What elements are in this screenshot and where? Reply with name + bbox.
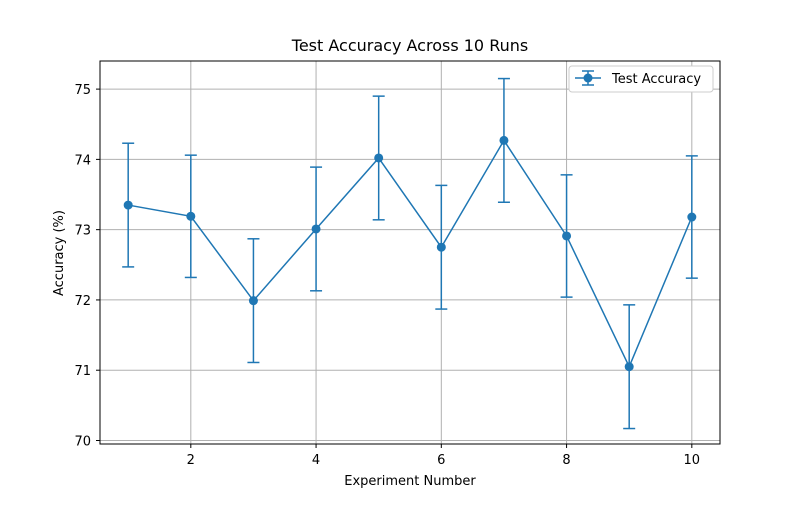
- data-point: [499, 135, 509, 145]
- y-tick-label: 74: [74, 153, 91, 168]
- series-line: [128, 138, 693, 369]
- y-axis-label: Accuracy (%): [52, 210, 67, 296]
- y-tick-label: 70: [74, 434, 91, 449]
- data-point: [624, 362, 634, 372]
- legend-marker: [583, 73, 593, 83]
- chart-title: Test Accuracy Across 10 Runs: [291, 36, 528, 55]
- data-point: [687, 212, 697, 222]
- data-point: [374, 153, 384, 163]
- y-tick-label: 75: [74, 83, 91, 98]
- x-axis-label: Experiment Number: [344, 474, 476, 489]
- y-tick-label: 73: [74, 224, 91, 239]
- data-point: [186, 211, 196, 221]
- x-tick-label: 8: [562, 453, 570, 468]
- data-point: [562, 231, 572, 241]
- x-tick-label: 10: [684, 453, 701, 468]
- series-layer: [122, 77, 698, 430]
- tick-layer: 2 4 6 8 10 70 71 72 73 74 75: [74, 83, 700, 468]
- y-tick-label: 71: [74, 364, 91, 379]
- plot-frame: [99, 60, 721, 445]
- x-tick-label: 2: [187, 453, 195, 468]
- x-tick-label: 4: [312, 453, 320, 468]
- data-point: [123, 200, 133, 210]
- y-tick-label: 72: [74, 294, 91, 309]
- data-point: [248, 296, 258, 306]
- legend-box: [568, 65, 714, 93]
- legend-series-handle: [575, 70, 601, 86]
- legend: Test Accuracy: [568, 65, 714, 93]
- data-point: [436, 242, 446, 252]
- x-tick-label: 6: [437, 453, 445, 468]
- legend-series-label: Test Accuracy: [611, 72, 701, 87]
- data-point: [311, 224, 321, 234]
